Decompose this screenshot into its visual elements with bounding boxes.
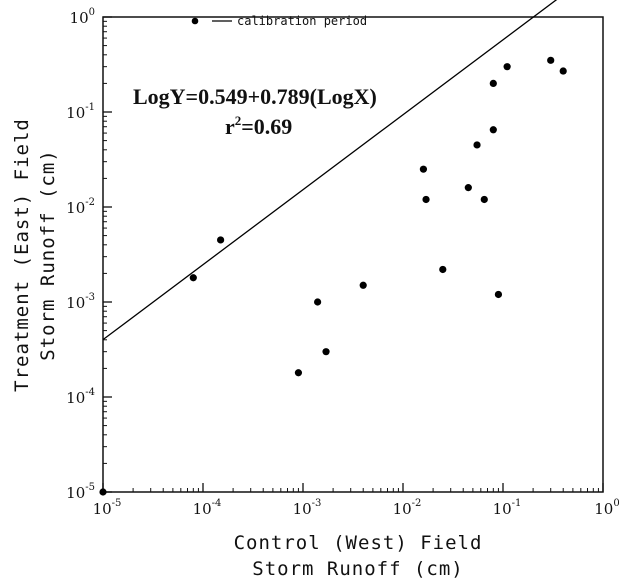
data-point	[314, 298, 322, 306]
x-tick-exponent: -2	[412, 498, 422, 509]
data-point	[99, 488, 107, 496]
y-axis-title-line1: Treatment (East) Field	[11, 118, 33, 392]
data-point	[503, 63, 511, 71]
y-tick-base: 10	[66, 199, 85, 217]
x-tick-exponent: 0	[613, 498, 619, 509]
x-tick-base: 10	[393, 500, 412, 518]
y-tick-base: 10	[66, 484, 85, 502]
data-point	[489, 126, 497, 134]
r-squared-superscript: 2	[235, 113, 242, 128]
regression-equation: LogY=0.549+0.789(LogX)	[133, 84, 377, 109]
data-points	[99, 56, 567, 496]
data-point	[359, 281, 367, 289]
y-tick-label: 10-2	[66, 197, 95, 217]
y-tick-exponent: -5	[85, 482, 95, 493]
y-tick-exponent: -1	[85, 102, 95, 113]
x-tick-label: 10-5	[93, 498, 122, 518]
axes	[102, 16, 604, 493]
y-tick-base: 10	[66, 389, 85, 407]
data-point	[489, 79, 497, 88]
data-point	[189, 274, 197, 282]
y-tick-label: 10-5	[66, 482, 95, 502]
regression-line-group	[102, 0, 558, 341]
y-tick-exponent: -3	[85, 292, 95, 303]
y-tick-label: 10-3	[66, 292, 95, 312]
x-axis-title-line2: Storm Runoff (cm)	[252, 558, 463, 580]
r-squared-annotation: r2=0.69	[225, 113, 292, 139]
y-tick-label: 10-4	[66, 387, 95, 407]
legend-marker	[191, 17, 199, 25]
x-tick-exponent: -5	[112, 498, 122, 509]
data-point	[422, 195, 430, 204]
x-tick-base: 10	[293, 500, 312, 518]
y-axis-title-line1-group: Treatment (East) Field	[11, 118, 33, 392]
data-point	[217, 236, 225, 244]
x-tick-label: 100	[594, 498, 619, 518]
x-tick-label: 10-4	[193, 498, 222, 518]
data-point	[480, 195, 488, 204]
ticks: 10-5 10-4 10-3 10-2 10-1 10010-510-410-310-21…	[66, 7, 619, 518]
data-point	[473, 141, 481, 149]
y-axis-title-line2-group: Storm Runoff (cm)	[37, 149, 59, 360]
data-point	[294, 369, 303, 377]
regression-line	[102, 0, 558, 341]
legend-label: calibration period	[237, 14, 367, 28]
y-tick-exponent: -4	[85, 387, 95, 398]
y-tick-exponent: 0	[89, 7, 95, 18]
data-point	[439, 265, 447, 274]
data-point	[559, 67, 567, 75]
data-point	[494, 290, 503, 299]
x-tick-exponent: -4	[212, 498, 222, 509]
data-point	[322, 348, 330, 356]
r-squared-value: =0.69	[241, 114, 292, 139]
r-squared-letter: r	[225, 114, 235, 139]
x-axis-title-line1: Control (West) Field	[234, 532, 483, 554]
x-tick-base: 10	[193, 500, 212, 518]
y-tick-exponent: -2	[85, 197, 95, 208]
y-tick-label: 100	[70, 7, 95, 27]
legend: calibration period	[191, 14, 367, 28]
y-axis-title-line2: Storm Runoff (cm)	[37, 149, 59, 360]
x-tick-label: 10-2	[393, 498, 422, 518]
x-tick-exponent: -1	[512, 498, 522, 509]
x-tick-label: 10-1	[493, 498, 522, 518]
x-tick-exponent: -3	[312, 498, 322, 509]
data-point	[547, 56, 555, 64]
y-tick-base: 10	[66, 294, 85, 312]
x-tick-base: 10	[493, 500, 512, 518]
x-tick-base: 10	[594, 500, 613, 518]
y-tick-label: 10-1	[66, 102, 95, 122]
plot-frame	[102, 16, 604, 493]
y-tick-base: 10	[66, 104, 85, 122]
data-point	[464, 184, 472, 192]
data-point	[419, 165, 428, 173]
x-tick-base: 10	[93, 500, 112, 518]
x-tick-label: 10-3	[293, 498, 322, 518]
y-tick-base: 10	[70, 9, 89, 27]
